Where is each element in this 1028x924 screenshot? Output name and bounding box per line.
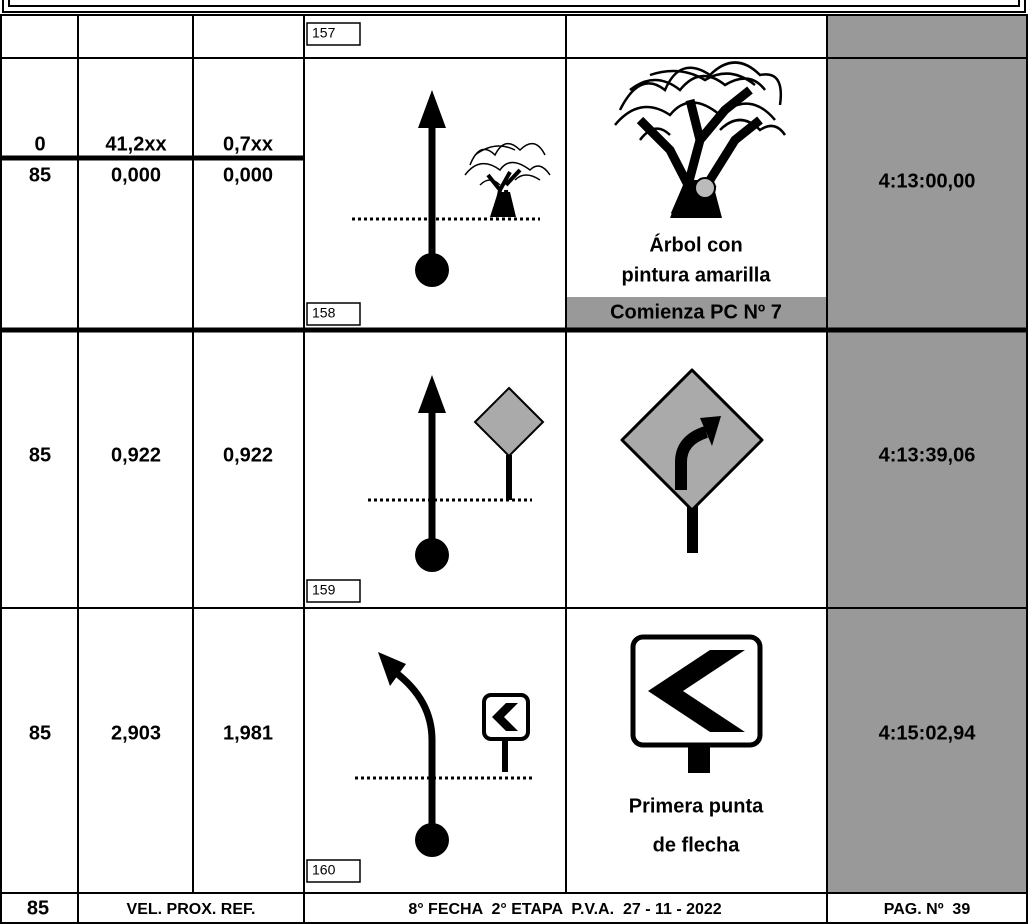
note: pintura amarilla [622,264,772,286]
note-highlight-band [566,297,827,328]
speed: 85 [29,444,51,466]
time: 4:15:02,94 [879,722,977,744]
footer-event: 8° FECHA 2° ETAPA P.V.A. 27 - 11 - 2022 [408,901,721,918]
partial: 1,981 [223,722,273,744]
footer-label: VEL. PROX. REF. [127,901,256,918]
box-number: 159 [312,582,336,598]
distance: 0,922 [111,444,161,466]
box-number: 157 [312,25,336,41]
distance: 41,2xx [105,133,166,155]
distance: 0,000 [111,164,161,186]
box-number: 158 [312,305,336,321]
time: 4:13:39,06 [879,444,976,466]
speed: 85 [29,164,51,186]
footer-speed: 85 [27,897,49,919]
speed: 85 [29,722,51,744]
curve-sign-icon [620,368,764,553]
partial: 0,922 [223,444,273,466]
diagram-tree [352,90,551,287]
chevron-sign-icon [630,634,763,773]
distance: 2,903 [111,722,161,744]
note-highlight: Comienza PC Nº 7 [610,301,782,323]
diagram-sign [368,375,545,572]
note: de flecha [653,834,741,856]
speed: 0 [34,133,45,155]
tree-icon [614,61,787,218]
footer-page: PAG. Nº 39 [884,901,971,918]
partial: 0,000 [223,164,273,186]
time: 4:13:00,00 [879,170,976,192]
box-number: 160 [312,862,336,878]
note: Árbol con [649,233,742,256]
table-grid [0,14,1028,924]
note: Primera punta [629,795,764,817]
time-column [827,15,1028,893]
partial: 0,7xx [223,133,273,155]
diagram-chevron [355,652,535,857]
number-boxes [306,22,361,883]
top-frame [2,0,1026,13]
